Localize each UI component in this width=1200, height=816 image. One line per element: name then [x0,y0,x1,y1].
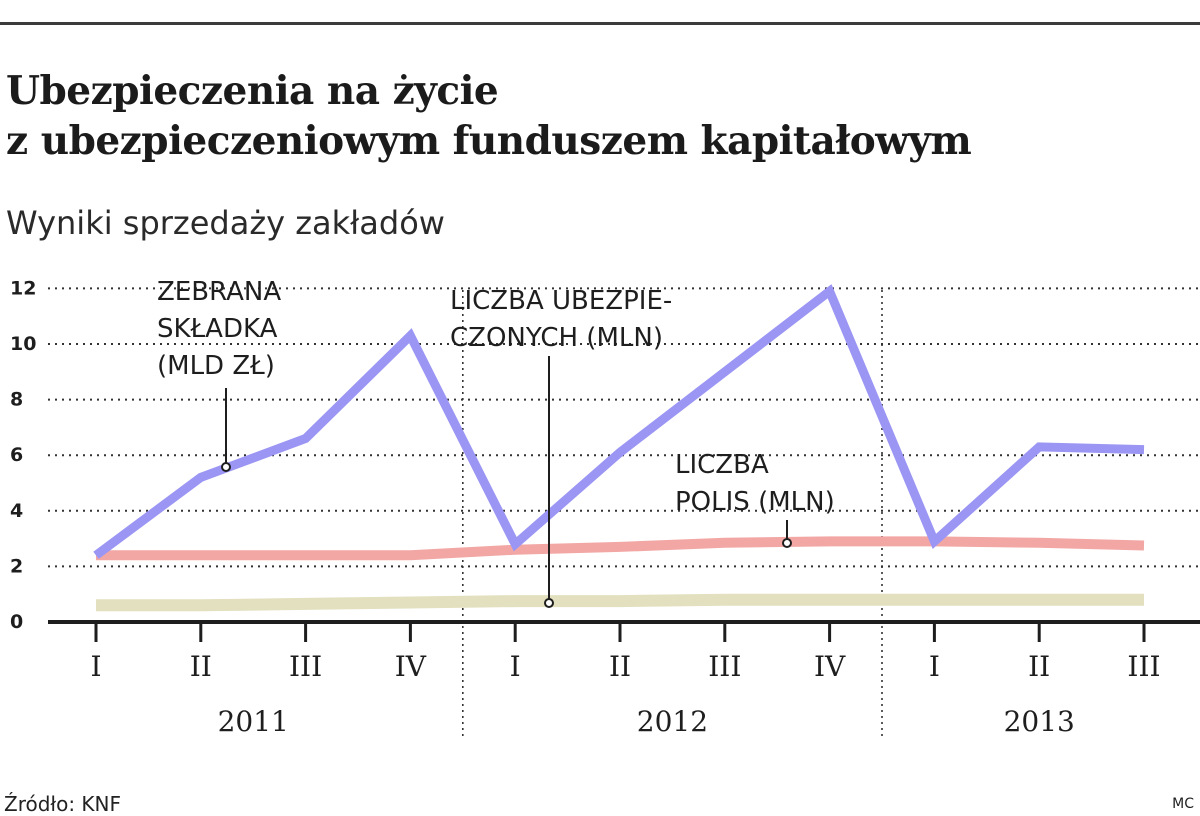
chart-subtitle: Wyniki sprzedaży zakładów [6,204,445,242]
series-label-polisy: POLIS (MLN) [675,487,835,517]
x-tick-label: I [929,650,940,683]
x-tick-label: I [90,650,101,683]
series-skladka-line [93,284,1145,559]
series-label-polisy: LICZBA [675,450,769,480]
year-dividers [461,290,883,736]
polisy-leader-dot [782,538,792,548]
series-label-ubezpieczeni: LICZBA UBEZPIE- [450,286,672,316]
y-tick-label: 0 [10,611,23,633]
x-tick-label: I [510,650,521,683]
x-tick-label: III [708,650,741,683]
author-credit: MC [1172,796,1194,812]
x-tick-label: IV [395,650,427,683]
series-label-skladka: ZEBRANA [157,277,281,307]
series-label-skladka: SKŁADKA [157,314,278,344]
x-tick-label: IV [814,650,846,683]
skladka-leader-dot [221,462,231,472]
ubezpieczeni-leader-dot [544,598,554,608]
x-tick-label: III [1127,650,1160,683]
series-polisy-line [96,536,1145,561]
series-label-skladka: (MLD ZŁ) [157,351,275,381]
y-tick-label: 12 [10,277,36,299]
series-labels: ZEBRANA SKŁADKA (MLD ZŁ) LICZBA UBEZPIE- CZO… [157,277,835,608]
x-tick-label: II [1028,650,1050,683]
y-tick-label: 6 [10,444,23,466]
x-tick-label: III [289,650,322,683]
series-layer [93,284,1145,612]
year-label: 2011 [218,705,289,738]
x-tick-label: II [190,650,212,683]
series-label-ubezpieczeni: CZONYCH (MLN) [450,323,663,353]
source-note: Źródło: KNF [4,792,122,816]
y-tick-label: 10 [10,333,36,355]
grid-layer [48,287,1200,568]
year-label: 2012 [637,705,708,738]
top-rule [0,22,1200,25]
y-tick-label: 2 [10,555,23,577]
y-tick-label: 4 [10,500,23,522]
year-label: 2013 [1004,705,1075,738]
chart-title-line-2: z ubezpieczeniowym funduszem kapitałowym [6,118,972,164]
chart-title: Ubezpieczenia na życie z ubezpieczeniowy… [6,66,972,166]
chart-title-line-1: Ubezpieczenia na życie [6,68,499,114]
x-tick-label: II [609,650,631,683]
series-ubezpieczeni-line [96,593,1144,612]
y-tick-label: 8 [10,389,23,411]
